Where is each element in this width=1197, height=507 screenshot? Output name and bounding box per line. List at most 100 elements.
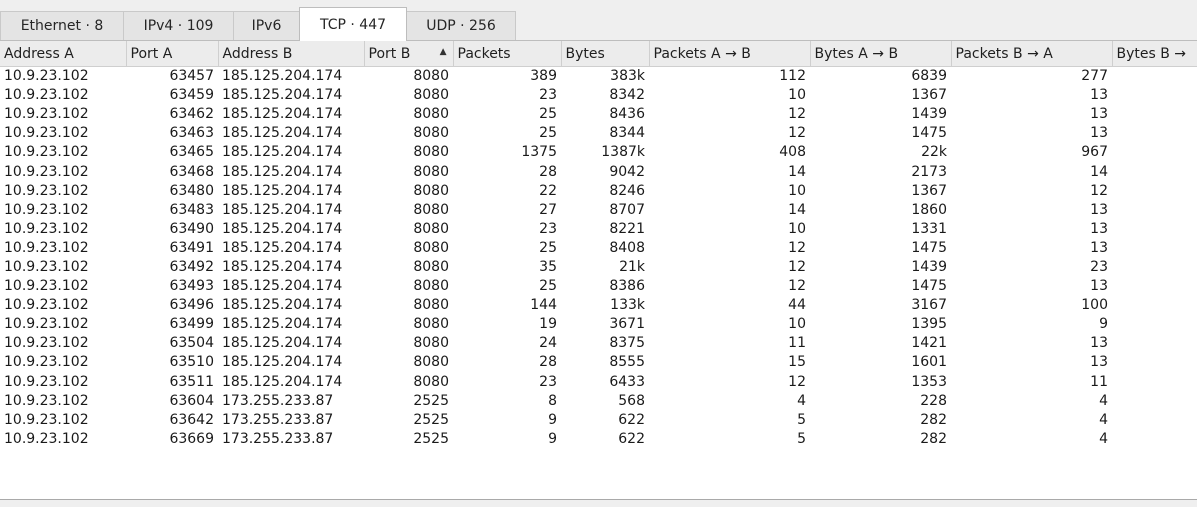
cell-bytes-a-to-b: 228	[920, 392, 947, 409]
cell-packets-a-to-b: 10	[788, 220, 806, 237]
column-header-address-a[interactable]: Address A	[0, 41, 127, 67]
table-row[interactable]: 10.9.23.102 63459 185.125.204.174 8080 23 834…	[0, 86, 1197, 105]
table-row[interactable]: 10.9.23.102 63493 185.125.204.174 8080 25 838…	[0, 277, 1197, 296]
column-header-label: Packets B → A	[955, 45, 1053, 62]
cell-packets-a-to-b: 14	[788, 163, 806, 180]
cell-packets: 35	[539, 258, 557, 275]
cell-address-a: 10.9.23.102	[4, 106, 89, 123]
cell-packets-a-to-b: 12	[788, 278, 806, 295]
cell-packets-b-to-a: 967	[1081, 144, 1108, 161]
cell-bytes: 8408	[609, 239, 645, 256]
cell-bytes-a-to-b: 1353	[911, 373, 947, 390]
tab-label: TCP · 447	[319, 16, 387, 33]
tab-tcp[interactable]: TCP · 447	[299, 7, 407, 41]
cell-address-b: 185.125.204.174	[222, 278, 343, 295]
table-row[interactable]: 10.9.23.102 63480 185.125.204.174 8080 22 824…	[0, 182, 1197, 201]
table-row[interactable]: 10.9.23.102 63669 173.255.233.87 2525 9 622 5 2…	[0, 430, 1197, 449]
table-header-row: Address A Port A Address B Port B ▲ Packets By…	[0, 41, 1197, 67]
cell-bytes-b-to-a	[1112, 430, 1197, 449]
tab-ipv6[interactable]: IPv6	[233, 11, 300, 40]
table-row[interactable]: 10.9.23.102 63463 185.125.204.174 8080 25 834…	[0, 124, 1197, 143]
cell-packets-a-to-b: 12	[788, 258, 806, 275]
table-row[interactable]: 10.9.23.102 63468 185.125.204.174 8080 28 904…	[0, 162, 1197, 181]
tab-ipv4[interactable]: IPv4 · 109	[123, 11, 234, 40]
table-row[interactable]: 10.9.23.102 63499 185.125.204.174 8080 19 367…	[0, 315, 1197, 334]
table-row[interactable]: 10.9.23.102 63490 185.125.204.174 8080 23 822…	[0, 220, 1197, 239]
cell-port-a: 63642	[169, 411, 214, 428]
table-row[interactable]: 10.9.23.102 63457 185.125.204.174 8080 389 38…	[0, 67, 1197, 87]
cell-address-a: 10.9.23.102	[4, 373, 89, 390]
cell-packets-a-to-b: 15	[788, 354, 806, 371]
table-row[interactable]: 10.9.23.102 63492 185.125.204.174 8080 35 21k…	[0, 258, 1197, 277]
cell-port-b: 8080	[413, 297, 449, 314]
cell-port-a: 63504	[169, 335, 214, 352]
column-header-bytes-a-to-b[interactable]: Bytes A → B	[810, 41, 952, 67]
table-row[interactable]: 10.9.23.102 63604 173.255.233.87 2525 8 568 4 2…	[0, 392, 1197, 411]
cell-port-b: 8080	[413, 182, 449, 199]
cell-packets: 25	[539, 125, 557, 142]
cell-address-a: 10.9.23.102	[4, 430, 89, 447]
column-header-port-b[interactable]: Port B ▲	[364, 41, 454, 67]
cell-bytes-a-to-b: 1475	[911, 278, 947, 295]
column-header-label: Bytes B →	[1116, 45, 1187, 62]
cell-bytes: 8386	[609, 278, 645, 295]
cell-bytes-a-to-b: 1475	[911, 239, 947, 256]
cell-bytes-a-to-b: 1331	[911, 220, 947, 237]
cell-packets: 1375	[521, 144, 557, 161]
cell-packets-b-to-a: 13	[1090, 106, 1108, 123]
cell-bytes-b-to-a	[1112, 86, 1197, 105]
cell-bytes-b-to-a	[1112, 258, 1197, 277]
table-row[interactable]: 10.9.23.102 63483 185.125.204.174 8080 27 870…	[0, 201, 1197, 220]
table-body: 10.9.23.102 63457 185.125.204.174 8080 389 38…	[0, 67, 1197, 449]
cell-packets: 25	[539, 106, 557, 123]
cell-packets: 9	[548, 411, 557, 428]
table-row[interactable]: 10.9.23.102 63462 185.125.204.174 8080 25 843…	[0, 105, 1197, 124]
cell-packets-a-to-b: 5	[797, 430, 806, 447]
cell-port-a: 63510	[169, 354, 214, 371]
column-header-packets[interactable]: Packets	[453, 41, 562, 67]
cell-bytes: 8342	[609, 87, 645, 104]
cell-packets-b-to-a: 13	[1090, 239, 1108, 256]
cell-port-b: 8080	[413, 201, 449, 218]
column-header-address-b[interactable]: Address B	[218, 41, 365, 67]
cell-bytes-a-to-b: 1601	[911, 354, 947, 371]
cell-packets: 27	[539, 201, 557, 218]
table-row[interactable]: 10.9.23.102 63496 185.125.204.174 8080 144 13…	[0, 296, 1197, 315]
cell-bytes-a-to-b: 2173	[911, 163, 947, 180]
cell-address-a: 10.9.23.102	[4, 316, 89, 333]
cell-packets: 25	[539, 278, 557, 295]
cell-address-b: 185.125.204.174	[222, 125, 343, 142]
table-row[interactable]: 10.9.23.102 63504 185.125.204.174 8080 24 837…	[0, 334, 1197, 353]
column-header-packets-a-to-b[interactable]: Packets A → B	[649, 41, 811, 67]
table-row[interactable]: 10.9.23.102 63511 185.125.204.174 8080 23 643…	[0, 373, 1197, 392]
cell-address-a: 10.9.23.102	[4, 68, 89, 85]
cell-bytes-b-to-a	[1112, 353, 1197, 372]
sort-ascending-icon: ▲	[439, 47, 447, 57]
tab-udp[interactable]: UDP · 256	[406, 11, 516, 40]
cell-bytes-b-to-a	[1112, 411, 1197, 430]
table-row[interactable]: 10.9.23.102 63510 185.125.204.174 8080 28 855…	[0, 353, 1197, 372]
cell-packets: 9	[548, 430, 557, 447]
cell-packets-a-to-b: 10	[788, 87, 806, 104]
cell-packets-b-to-a: 277	[1081, 68, 1108, 85]
cell-bytes-b-to-a	[1112, 220, 1197, 239]
cell-bytes: 9042	[609, 163, 645, 180]
cell-packets: 23	[539, 87, 557, 104]
cell-port-a: 63463	[169, 125, 214, 142]
cell-bytes-a-to-b: 1367	[911, 182, 947, 199]
column-header-bytes[interactable]: Bytes	[561, 41, 650, 67]
cell-port-a: 63499	[169, 316, 214, 333]
cell-packets-a-to-b: 10	[788, 182, 806, 199]
column-header-bytes-b-to-a[interactable]: Bytes B →	[1112, 41, 1197, 67]
tab-label: Ethernet · 8	[20, 18, 104, 34]
table-row[interactable]: 10.9.23.102 63642 173.255.233.87 2525 9 622 5 2…	[0, 411, 1197, 430]
cell-bytes-b-to-a	[1112, 373, 1197, 392]
cell-address-b: 185.125.204.174	[222, 335, 343, 352]
tab-ethernet[interactable]: Ethernet · 8	[0, 11, 124, 40]
column-header-port-a[interactable]: Port A	[126, 41, 219, 67]
column-header-label: Bytes A → B	[814, 45, 899, 62]
column-header-packets-b-to-a[interactable]: Packets B → A	[951, 41, 1113, 67]
table-row[interactable]: 10.9.23.102 63491 185.125.204.174 8080 25 840…	[0, 239, 1197, 258]
table-row[interactable]: 10.9.23.102 63465 185.125.204.174 8080 1375 1…	[0, 143, 1197, 162]
